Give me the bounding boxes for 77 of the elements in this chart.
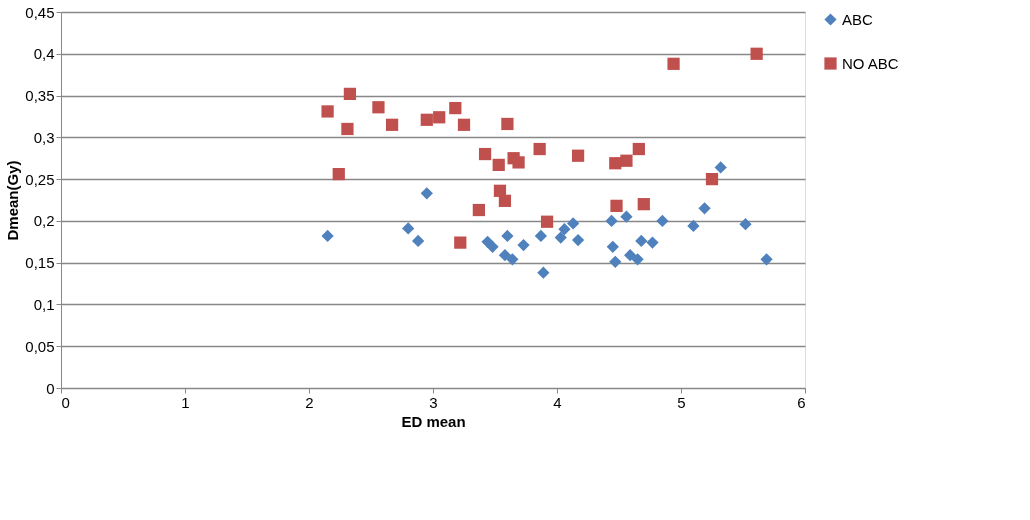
point xyxy=(646,236,659,249)
point xyxy=(760,253,773,266)
point xyxy=(540,215,554,228)
point xyxy=(501,229,514,243)
point xyxy=(656,214,669,228)
point xyxy=(506,253,519,266)
point xyxy=(714,161,727,174)
y-tick-label: 0,45 xyxy=(25,3,55,21)
point xyxy=(571,149,585,162)
x-tick-label: 5 xyxy=(677,393,686,411)
x-tick-label: 1 xyxy=(181,393,190,411)
point xyxy=(554,231,567,244)
point xyxy=(571,233,585,247)
point xyxy=(420,187,433,200)
y-tick-label: 0,1 xyxy=(33,295,55,313)
point xyxy=(385,118,399,131)
point xyxy=(449,101,462,115)
point xyxy=(705,172,719,186)
point xyxy=(402,222,415,235)
point xyxy=(372,101,385,114)
point xyxy=(492,158,505,172)
point xyxy=(533,142,546,156)
point xyxy=(486,240,499,253)
point xyxy=(321,229,334,243)
x-tick-label: 3 xyxy=(429,393,438,411)
y-tick-label: 0,35 xyxy=(25,87,55,105)
point xyxy=(632,142,645,156)
point xyxy=(498,194,512,207)
point xyxy=(687,219,700,233)
point xyxy=(606,240,619,253)
point xyxy=(343,87,357,101)
point xyxy=(637,198,650,211)
y-tick-label: 0,4 xyxy=(33,45,55,63)
point xyxy=(620,210,633,223)
point xyxy=(517,239,530,252)
legend-label: ABC xyxy=(842,10,874,28)
point xyxy=(537,266,550,279)
point xyxy=(567,217,580,230)
y-tick-label: 0 xyxy=(46,379,55,397)
point xyxy=(457,118,471,131)
point xyxy=(624,249,637,262)
point xyxy=(620,154,633,167)
point xyxy=(534,229,547,243)
point xyxy=(478,147,492,161)
x-axis-title: ED mean xyxy=(401,412,466,430)
x-tick-label: 4 xyxy=(553,393,562,411)
point xyxy=(667,57,680,70)
point xyxy=(750,47,763,60)
point xyxy=(631,253,644,266)
point xyxy=(610,199,623,212)
point xyxy=(739,218,752,231)
point xyxy=(332,167,345,181)
point xyxy=(341,122,354,136)
x-tick-label: 2 xyxy=(305,393,314,411)
point xyxy=(498,249,512,262)
point xyxy=(454,236,467,249)
point xyxy=(609,255,622,268)
y-axis-title: Dmean(Gy) xyxy=(4,160,22,241)
point xyxy=(512,156,525,169)
point xyxy=(433,111,446,124)
y-tick-label: 0,3 xyxy=(33,128,55,146)
y-tick-label: 0,25 xyxy=(25,170,55,188)
point xyxy=(698,202,711,215)
y-tick-label: 0,05 xyxy=(25,337,55,355)
x-tick-label: 6 xyxy=(797,393,806,411)
legend-label: NO ABC xyxy=(842,54,899,72)
y-tick-label: 0,2 xyxy=(33,212,55,230)
point xyxy=(605,214,618,228)
point xyxy=(501,117,514,131)
x-tick-label: 0 xyxy=(61,393,70,411)
point xyxy=(472,203,485,217)
point xyxy=(635,234,648,248)
point xyxy=(412,234,425,248)
point xyxy=(321,105,334,118)
y-tick-label: 0,15 xyxy=(25,254,55,272)
point xyxy=(420,113,433,126)
point xyxy=(558,223,571,236)
